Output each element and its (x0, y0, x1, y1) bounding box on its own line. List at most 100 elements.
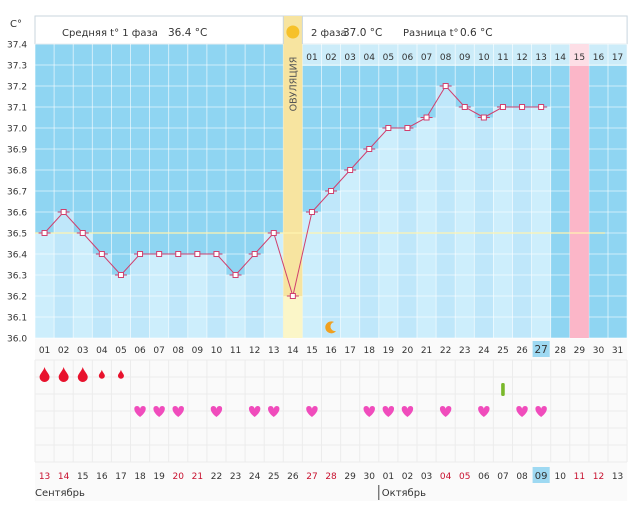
data-point (156, 251, 163, 257)
cycle-day-label: 24 (478, 346, 490, 356)
cycle-day-label: 07 (153, 346, 164, 356)
blood-drop-icon (117, 369, 124, 379)
data-point (480, 114, 487, 121)
date-label: 14 (58, 472, 70, 482)
y-tick-label: 36.2 (7, 293, 27, 303)
cycle-day-label: 09 (192, 346, 204, 356)
y-tick-label: 36.7 (7, 188, 27, 198)
phase1-label: Средняя t° 1 фаза (62, 28, 158, 39)
phase2-day-label: 09 (459, 53, 471, 63)
phase2-label: 2 фаза (311, 28, 347, 39)
y-tick-label: 36.6 (7, 209, 27, 219)
y-axis-label: C° (10, 19, 22, 30)
phase2-day-label: 13 (535, 53, 546, 63)
data-point (442, 83, 449, 89)
data-point (366, 146, 373, 152)
cycle-day-label: 26 (516, 346, 528, 356)
phase2-day-label: 14 (555, 53, 567, 63)
cycle-day-label: 31 (612, 346, 623, 356)
phase2-day-label: 11 (497, 53, 508, 63)
highlight-column (569, 44, 589, 338)
cycle-day-label: 19 (383, 346, 395, 356)
date-label: 06 (478, 472, 490, 482)
data-point (385, 125, 392, 131)
temperature-column (35, 233, 55, 338)
heart-icon (516, 406, 528, 417)
cycle-day-label: 23 (459, 346, 470, 356)
date-label: 05 (459, 472, 470, 482)
month-label: Октябрь (382, 488, 426, 499)
date-label: 26 (287, 472, 299, 482)
y-tick-label: 36.8 (7, 167, 27, 177)
date-label: 28 (325, 472, 337, 482)
cycle-day-label: 14 (287, 346, 299, 356)
date-label: 07 (497, 472, 508, 482)
y-tick-label: 36.9 (7, 146, 27, 156)
phase2-days-row (302, 44, 628, 66)
heart-icon (439, 406, 452, 417)
cycle-day-label: 10 (211, 346, 223, 356)
y-tick-label: 36.4 (7, 251, 27, 261)
data-point (79, 230, 86, 236)
heart-icon (153, 406, 165, 417)
date-label: 30 (364, 472, 376, 482)
date-label: 21 (192, 472, 203, 482)
phase2-day-label: 07 (421, 53, 432, 63)
data-point (328, 188, 335, 194)
phase2-day-label: 17 (612, 53, 623, 63)
date-label: 24 (249, 472, 261, 482)
cycle-day-label: 28 (555, 346, 567, 356)
data-point (98, 251, 105, 257)
data-point (117, 272, 124, 278)
temperature-column (73, 233, 93, 338)
date-label: 13 (39, 472, 50, 482)
temperature-column (226, 275, 246, 338)
ovulation-column (283, 16, 303, 338)
data-point (347, 167, 354, 173)
heart-icon (363, 406, 375, 417)
cycle-day-label: 27 (534, 344, 547, 356)
y-tick-label: 37.0 (7, 125, 27, 135)
temperature-column (264, 233, 284, 338)
diff-value: 0.6 °C (460, 27, 493, 39)
cycle-day-label: 25 (497, 346, 508, 356)
cycle-day-label: 20 (402, 346, 414, 356)
date-label: 25 (268, 472, 279, 482)
heart-icon (382, 406, 395, 417)
date-label: 23 (230, 472, 241, 482)
temperature-column (493, 107, 513, 338)
date-label: 19 (153, 472, 165, 482)
ovulation-label: ОВУЛЯЦИЯ (288, 57, 299, 112)
cycle-day-label: 15 (306, 346, 317, 356)
today-cell (532, 341, 550, 357)
phase2-day-label: 03 (344, 53, 355, 63)
cycle-day-label: 04 (96, 346, 108, 356)
date-label: 04 (440, 472, 452, 482)
cycle-day-label: 02 (58, 346, 69, 356)
temperature-column (474, 117, 494, 338)
date-label: 17 (115, 472, 126, 482)
blood-drop-icon (98, 369, 105, 379)
phase2-value: 37.0 °C (343, 27, 382, 39)
date-label: 16 (96, 472, 108, 482)
temperature-column (417, 117, 437, 338)
y-tick-label: 36.3 (7, 272, 27, 282)
heart-icon (268, 406, 280, 417)
cycle-day-label: 03 (77, 346, 88, 356)
ovulation-column-low (283, 296, 303, 338)
month-label: Сентябрь (35, 488, 85, 499)
phase2-day-label: 12 (516, 53, 527, 63)
moon-icon (325, 321, 337, 334)
phase1-value: 36.4 °C (168, 27, 207, 39)
data-point (461, 104, 468, 110)
phase2-day-label: 02 (325, 53, 336, 63)
cycle-day-label: 21 (421, 346, 432, 356)
temperature-column (321, 191, 341, 338)
date-label: 22 (211, 472, 222, 482)
heart-icon (210, 406, 223, 417)
sun-icon (286, 25, 300, 39)
date-label: 02 (402, 472, 413, 482)
data-point (60, 209, 67, 215)
data-point (41, 230, 48, 236)
